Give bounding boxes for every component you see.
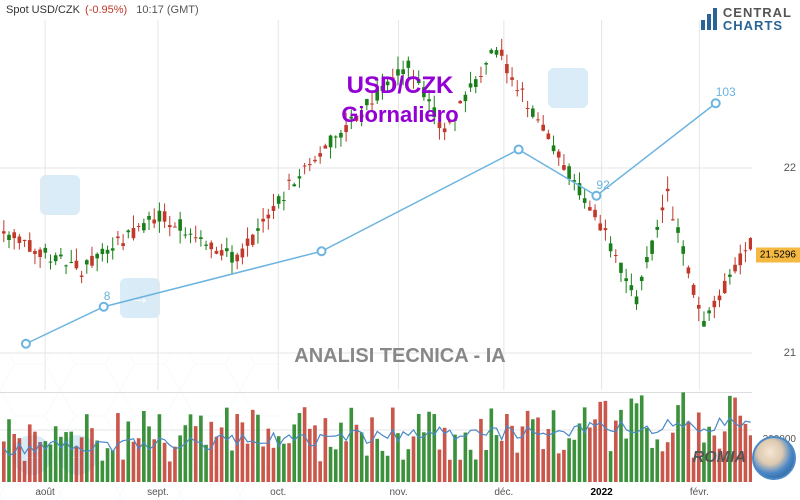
x-tick: oct.: [270, 487, 286, 498]
x-tick: sept.: [147, 487, 169, 498]
chart-container: Spot USD/CZK (-0.95%) 10:17 (GMT) CENTRA…: [0, 0, 800, 500]
x-tick: nov.: [389, 487, 407, 498]
price-y-axis: 22 21 21.5296: [752, 20, 800, 390]
pct-change: (-0.95%): [85, 4, 127, 16]
x-tick: 2022: [590, 487, 612, 498]
instrument-name: Spot USD/CZK: [6, 4, 80, 16]
x-tick: févr.: [690, 487, 709, 498]
overlay-point-label: 92: [596, 178, 609, 192]
brand-bars-icon: [701, 8, 717, 30]
volume-chart[interactable]: [0, 392, 752, 482]
avatar-icon: [752, 436, 796, 480]
brand-logo: CENTRAL CHARTS: [701, 6, 792, 32]
brand-line2: CHARTS: [723, 19, 792, 32]
time-x-axis: août sept. oct. nov. déc. 2022 févr.: [0, 482, 752, 500]
x-tick: déc.: [494, 487, 513, 498]
chart-header: Spot USD/CZK (-0.95%) 10:17 (GMT): [6, 4, 199, 16]
overlay-point-label: 103: [716, 85, 736, 99]
y-tick: 21: [784, 347, 796, 359]
candlestick-chart[interactable]: [0, 20, 752, 390]
y-tick: 22: [784, 162, 796, 174]
romia-badge: ROMIA: [693, 436, 796, 480]
overlay-point-label: 8: [104, 289, 111, 303]
romia-text: ROMIA: [693, 449, 746, 467]
x-tick: août: [35, 487, 54, 498]
current-price-badge: 21.5296: [756, 248, 800, 263]
timestamp: 10:17 (GMT): [136, 4, 198, 16]
